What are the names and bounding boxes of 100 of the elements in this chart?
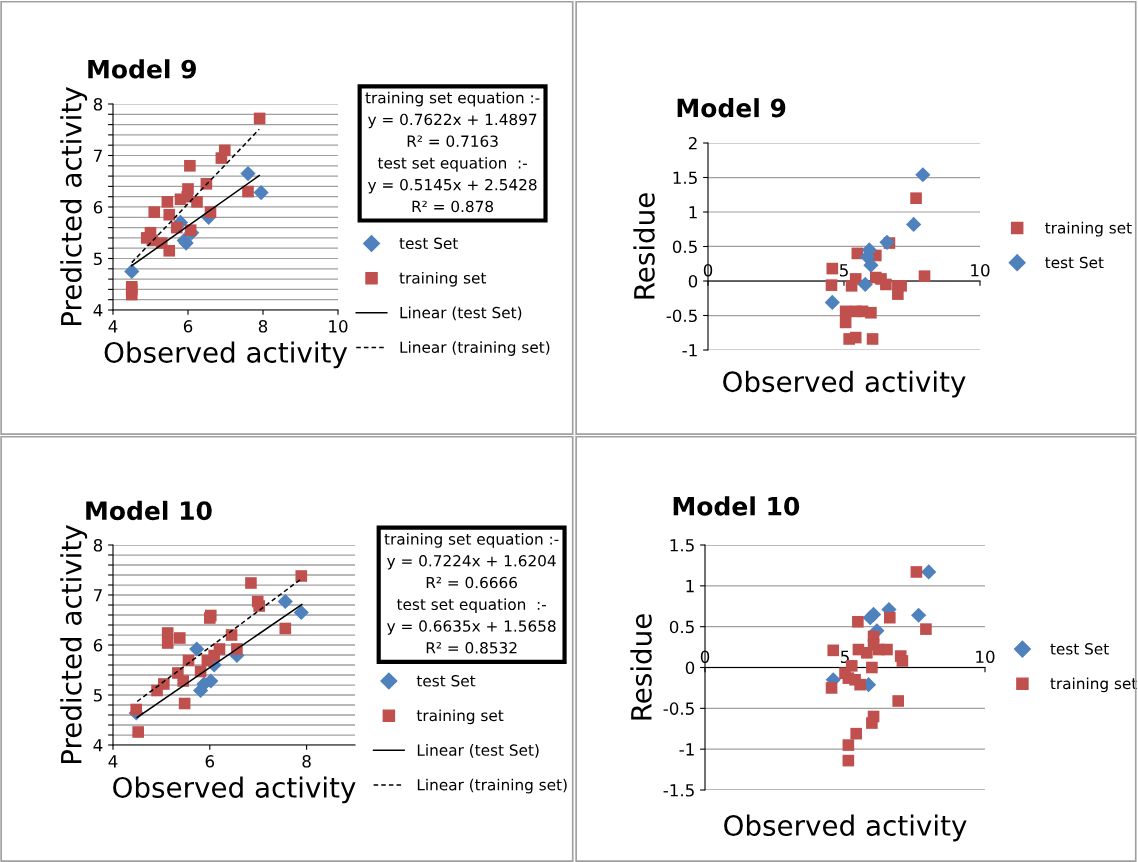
point <box>184 159 196 172</box>
y-tick-label: 8 <box>93 97 103 111</box>
point <box>225 629 238 641</box>
y-tick-label: 1 <box>686 580 694 593</box>
text: training set equation :- <box>365 91 540 107</box>
y-tick-label: 5 <box>93 252 102 266</box>
point <box>174 193 187 206</box>
point <box>827 644 840 657</box>
legend-label: test Set <box>416 675 476 687</box>
y-tick-label: -1.5 <box>663 784 694 797</box>
point <box>842 739 855 751</box>
point <box>862 610 878 626</box>
x-tick-label: 4 <box>108 755 118 768</box>
text: y = 0.6635x + 1.5658 <box>387 620 556 635</box>
y-tick-label: 0 <box>685 661 695 675</box>
x-tick-label: 10 <box>971 263 990 277</box>
y-tick-label: 0.5 <box>669 620 694 634</box>
point <box>866 661 878 674</box>
point <box>178 697 191 710</box>
point <box>170 221 183 234</box>
x-tick-label: 6 <box>183 320 193 333</box>
x-tick-label: 4 <box>108 320 118 333</box>
point <box>896 655 909 667</box>
legend-label: test Set <box>399 237 458 250</box>
point <box>857 276 873 293</box>
point <box>824 294 840 310</box>
point <box>861 646 873 659</box>
point <box>173 632 186 644</box>
point <box>915 167 931 183</box>
y-tick-label: -1 <box>682 344 697 357</box>
point <box>883 611 896 624</box>
point <box>906 216 922 233</box>
point <box>208 649 220 662</box>
text: R² = 0.6666 <box>426 576 518 589</box>
point <box>910 566 923 578</box>
y-tick-label: 4 <box>93 304 103 317</box>
x-tick-label: 10 <box>976 650 995 664</box>
point <box>293 604 309 621</box>
y-tick-label: 4 <box>93 739 103 752</box>
y-tick-label: 8 <box>93 538 103 552</box>
legend-label: training set <box>1045 221 1132 237</box>
point <box>854 678 866 691</box>
point <box>879 234 895 250</box>
y-tick-label: 7 <box>94 589 102 602</box>
y-tick-label: 1.5 <box>673 171 697 185</box>
y-tick-label: 1.5 <box>670 539 694 552</box>
point <box>163 244 176 257</box>
point <box>850 727 863 740</box>
point <box>245 577 257 589</box>
x-tick-label: 6 <box>205 755 215 768</box>
point <box>825 279 838 291</box>
point <box>910 192 922 205</box>
legend-label: training set <box>1050 677 1137 693</box>
text: test set equation :- <box>377 156 527 172</box>
legend-label: Linear (training set) <box>400 341 550 356</box>
y-tick-label: 6 <box>93 638 103 652</box>
x-tick-label: 5 <box>839 264 848 277</box>
point <box>881 643 893 656</box>
point <box>880 278 892 291</box>
y-tick-label: 5 <box>93 689 102 702</box>
x-tick-label: 10 <box>329 320 348 333</box>
chart-title: Model 9 <box>677 98 786 118</box>
point <box>866 717 878 729</box>
point <box>203 673 219 689</box>
point <box>920 623 932 635</box>
y-tick-label: 2 <box>688 136 697 150</box>
point <box>892 695 905 707</box>
point <box>189 641 205 657</box>
point <box>842 754 855 767</box>
point <box>863 257 879 273</box>
text: R² = 0.878 <box>412 200 494 213</box>
y-tick-label: 1 <box>689 206 697 219</box>
point <box>184 224 197 236</box>
point <box>866 333 879 345</box>
point <box>921 564 937 580</box>
point <box>132 726 144 738</box>
text: y = 0.7224x + 1.6204 <box>387 555 556 570</box>
chart-title: Model 10 <box>673 496 800 516</box>
point <box>161 196 174 208</box>
point <box>839 316 852 329</box>
text: test set equation :- <box>396 598 546 614</box>
point <box>130 703 143 716</box>
point <box>852 615 864 628</box>
y-axis-title: Predicted activity <box>60 87 88 326</box>
point <box>124 263 140 279</box>
point <box>242 185 254 198</box>
x-tick-label: 8 <box>258 320 268 333</box>
point <box>253 600 265 612</box>
y-axis-title: Residue <box>630 614 652 720</box>
point <box>295 570 308 582</box>
point <box>240 165 256 182</box>
point <box>148 206 161 218</box>
point <box>191 196 203 208</box>
text: R² = 0.8532 <box>426 642 517 654</box>
point <box>849 273 862 285</box>
point <box>215 152 228 164</box>
point <box>277 593 293 610</box>
point <box>163 208 176 221</box>
text: R² = 0.7163 <box>407 135 498 147</box>
legend-label: Linear (test Set) <box>400 306 522 321</box>
